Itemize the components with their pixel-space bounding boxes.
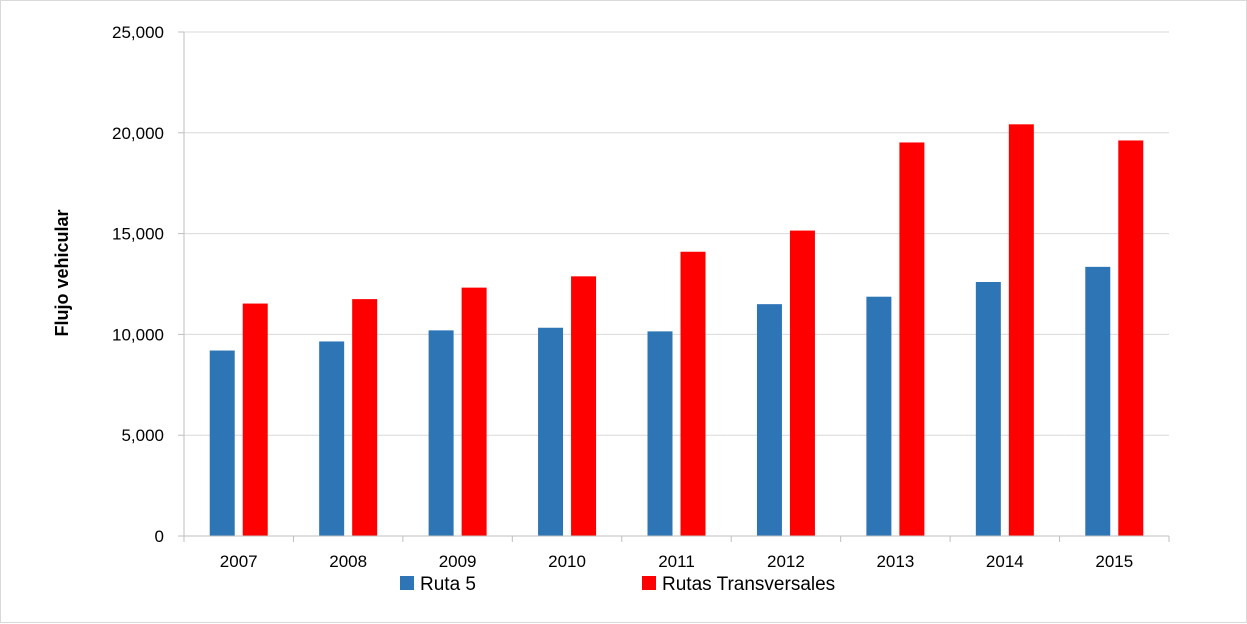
bar-ruta-5 [319, 341, 345, 536]
y-tick-label: 15,000 [112, 225, 164, 244]
bar-ruta-5 [209, 350, 235, 536]
bar-rutas-transversales [242, 303, 268, 536]
bar-rutas-transversales [461, 287, 487, 536]
bar-ruta-5 [428, 330, 454, 536]
y-tick-label: 0 [155, 527, 164, 546]
x-tick-label: 2013 [876, 552, 914, 571]
bar-rutas-transversales [571, 276, 597, 536]
bar-ruta-5 [866, 296, 892, 536]
legend-label: Ruta 5 [420, 574, 476, 595]
bar-ruta-5 [1085, 266, 1111, 536]
bar-ruta-5 [647, 331, 673, 536]
x-tick-label: 2008 [329, 552, 367, 571]
bar-rutas-transversales [352, 299, 378, 536]
x-tick-label: 2014 [986, 552, 1024, 571]
x-tick-labels: 2007 2008 2009 2010 2011 2012 2013 2014 2015 [220, 552, 1133, 571]
x-tick-label: 2011 [658, 552, 695, 571]
bar-rutas-transversales [680, 251, 706, 536]
x-tick-label: 2009 [439, 552, 477, 571]
x-tick-label: 2007 [220, 552, 258, 571]
axes [178, 31, 1170, 542]
bar-rutas-transversales [899, 142, 925, 536]
gridlines [184, 31, 1169, 436]
legend-label: Rutas Transversales [662, 574, 835, 595]
bar-rutas-transversales [789, 230, 815, 537]
y-tick-label: 10,000 [112, 325, 164, 344]
bars [209, 124, 1144, 537]
x-tick-label: 2012 [767, 552, 805, 571]
legend: Ruta 5 Rutas Transversales [400, 574, 835, 595]
bar-rutas-transversales [1008, 124, 1034, 537]
bar-ruta-5 [975, 281, 1001, 536]
y-tick-labels: 0 5,000 10,000 15,000 20,000 25,000 [112, 23, 164, 546]
x-tick-label: 2010 [548, 552, 586, 571]
y-axis-title: Flujo vehicular [52, 209, 72, 336]
bar-rutas-transversales [1118, 140, 1144, 536]
y-tick-label: 25,000 [112, 23, 164, 42]
bar-ruta-5 [538, 327, 564, 536]
x-tick-label: 2015 [1095, 552, 1133, 571]
y-tick-label: 20,000 [112, 124, 164, 143]
y-tick-label: 5,000 [121, 426, 164, 445]
bar-ruta-5 [756, 304, 782, 536]
legend-swatch [642, 576, 656, 590]
legend-swatch [400, 576, 414, 590]
